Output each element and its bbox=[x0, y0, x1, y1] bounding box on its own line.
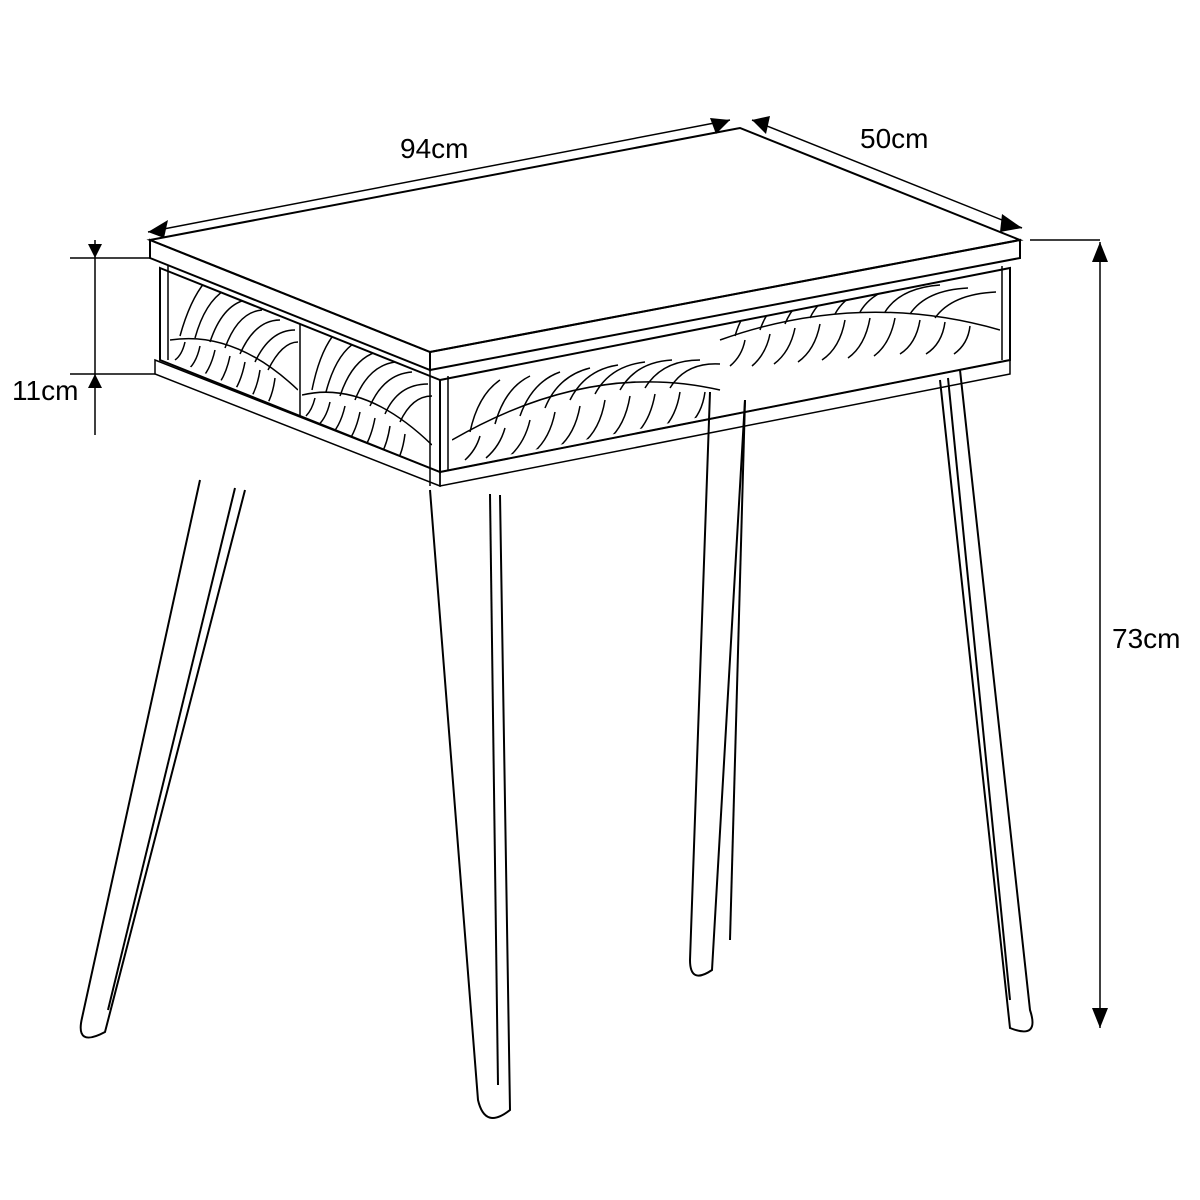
leg-front-left bbox=[81, 480, 245, 1038]
dimensions: 94cm 50cm 73cm bbox=[12, 116, 1180, 1028]
dim-height: 73cm bbox=[1030, 240, 1180, 1028]
dim-depth: 50cm bbox=[752, 116, 1022, 232]
leaf-carving-right bbox=[302, 332, 432, 468]
leg-back-right bbox=[940, 370, 1033, 1031]
apron bbox=[155, 266, 1010, 486]
technical-drawing: 94cm 50cm 73cm bbox=[0, 0, 1200, 1200]
leaf-carving-left bbox=[170, 282, 298, 414]
dim-depth-label: 50cm bbox=[860, 123, 928, 154]
dim-apron: 11cm bbox=[12, 240, 155, 435]
dim-apron-label: 11cm bbox=[12, 375, 78, 406]
dim-width-label: 94cm bbox=[400, 133, 468, 164]
dim-height-label: 73cm bbox=[1112, 623, 1180, 654]
dim-width: 94cm bbox=[148, 118, 730, 238]
legs bbox=[81, 370, 1033, 1118]
leaf-carving-side bbox=[452, 284, 1000, 460]
leg-front-right bbox=[430, 490, 510, 1118]
leg-back-left bbox=[690, 392, 745, 976]
